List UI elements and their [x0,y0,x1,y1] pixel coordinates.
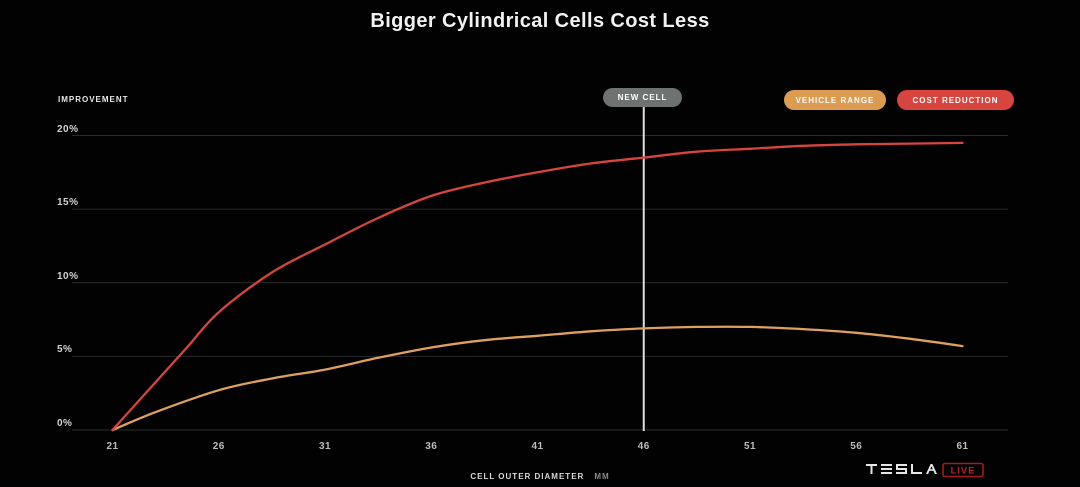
x-tick-51: 51 [743,441,757,452]
series-line-vehicle-range [111,325,964,432]
y-axis-label: IMPROVEMENT [58,95,129,104]
x-tick-36: 36 [425,441,438,452]
x-tick-56: 56 [850,441,863,452]
x-tick-26: 26 [212,441,225,452]
x-axis-label: CELL OUTER DIAMETER MM [0,472,1080,481]
x-tick-41: 41 [531,441,544,452]
legend-vehicle-range: VEHICLE RANGE [784,90,886,110]
y-tick-0%: 0% [57,418,73,429]
new-cell-badge: NEW CELL [603,88,682,107]
tesla-live-logo: LIVE [866,462,996,483]
series-line-cost-reduction [111,141,964,432]
x-tick-61: 61 [956,441,969,452]
legend-cost-reduction: COST REDUCTION [897,90,1014,110]
x-tick-31: 31 [318,441,332,452]
y-tick-10%: 10% [57,270,79,282]
x-axis-unit: MM [594,472,610,481]
live-badge-frame [942,462,984,478]
tesla-wordmark-icon: LIVE [866,462,984,478]
chart-title: Bigger Cylindrical Cells Cost Less [370,10,710,32]
y-tick-20%: 20% [57,123,79,135]
y-tick-15%: 15% [57,197,79,209]
x-tick-46: 46 [637,441,650,452]
x-axis-label-text: CELL OUTER DIAMETER [470,472,585,481]
live-badge-text: LIVE [951,466,976,476]
y-tick-5%: 5% [57,344,73,356]
x-tick-21: 21 [106,441,119,452]
